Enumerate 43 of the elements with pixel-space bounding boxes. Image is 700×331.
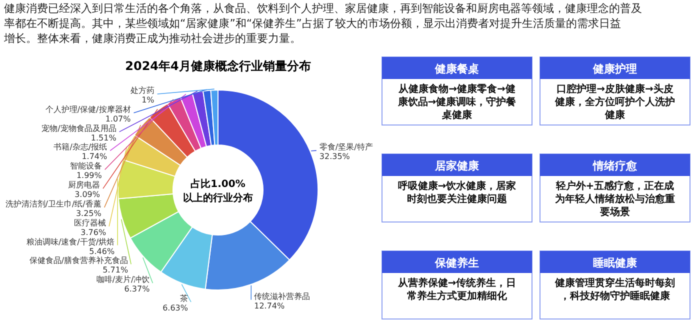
data-label: 6.63% (162, 304, 188, 312)
data-label: 1.07% (105, 114, 132, 124)
data-label: 3.09% (74, 190, 100, 200)
chart-subtitle: 健康消费已经深入到日常生活的各个角落，从食品、饮料到个人护理、家居健康，再到智能设备和厨房电器等领域，健康理念的普及率都在不断提高。其中，某些领域如“居家健康”和“保健养生”占据了较大的市场份额，显示出消费者对提升生活质量的需求日益增长。整体来看，健康消费正成为推动社会进步的重要力量。 (3, 2, 642, 45)
slice-label: 粮油调味/速食/干货/烘焙 (26, 237, 115, 246)
slice-label: 书籍/杂志/报纸 (54, 142, 108, 152)
text: 呼吸健康→饮水健康，居家时刻也要关注健康问题 (398, 180, 516, 205)
slice-label: 宠物/宠物食品及用品 (42, 124, 116, 133)
text: 从营养保健→传统养生，日常养生方式更加精细化 (396, 277, 516, 302)
text: 从健康食物→健康零食→健康饮品→健康调味，守护餐桌健康 (396, 83, 516, 121)
slice-label: 传统滋补营养品 (254, 292, 310, 301)
text: 口腔护理→皮肤健康→头皮健康，全方位呵护个人洗护健康 (554, 83, 675, 121)
text: 居家健康 (434, 160, 480, 172)
slice-label: 医疗器械 (74, 218, 106, 228)
text: 轻户外+五感疗愈，正在成为年轻人情绪放松与治愈重要场景 (554, 180, 675, 218)
slice-label: 个人护理/保健/按摩器材 (45, 104, 131, 114)
text: 健康管理贯穿生活每时每刻，科技好物守护睡眠健康 (554, 277, 675, 302)
slice-label: 处方药 (130, 86, 154, 95)
chart-title: 2024年4月健康概念行业销量分布 (125, 59, 311, 73)
slice-label: 智能设备 (70, 162, 102, 171)
slice-label: 咖啡/麦片/冲饮 (96, 275, 150, 284)
data-label: 12.74% (254, 301, 286, 310)
text: 占比1.00%以上的行业分布 (183, 178, 253, 204)
data-label: 3.76% (80, 228, 106, 237)
data-label: 1.74% (82, 152, 108, 162)
slice-label: 保健食品/膳食营养补充食品 (29, 256, 128, 266)
text: 健康餐桌 (434, 62, 479, 76)
data-label: 1% (142, 96, 155, 104)
text: 情绪疗愈 (592, 160, 638, 172)
text: 保健养生 (434, 256, 479, 270)
slice-label: 茶 (180, 294, 188, 303)
slice-label: 零食/坚果/特产 (319, 142, 373, 152)
data-label: 1.51% (90, 133, 117, 142)
data-label: 5.71% (102, 266, 128, 275)
slice-label: 厨房电器 (68, 180, 100, 190)
data-label: 6.37% (124, 284, 150, 294)
slice-label: 洗护清洁剂/卫生巾/纸/香薰 (5, 199, 102, 208)
data-label: 3.25% (76, 208, 102, 218)
text: 睡眠健康 (593, 256, 638, 270)
data-label: 32.35% (319, 152, 350, 162)
text: 健康护理 (592, 62, 637, 76)
data-label: 5.46% (89, 246, 115, 256)
data-label: 1.99% (76, 171, 102, 180)
